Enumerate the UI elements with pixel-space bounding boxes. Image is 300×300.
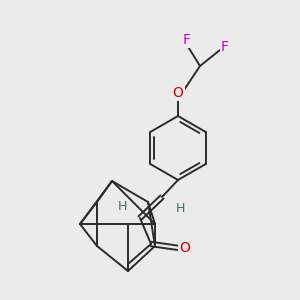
Text: H: H (117, 200, 127, 214)
Text: O: O (172, 86, 183, 100)
Text: O: O (180, 241, 190, 255)
Text: H: H (175, 202, 185, 214)
Text: F: F (183, 33, 191, 47)
Text: F: F (221, 40, 229, 54)
